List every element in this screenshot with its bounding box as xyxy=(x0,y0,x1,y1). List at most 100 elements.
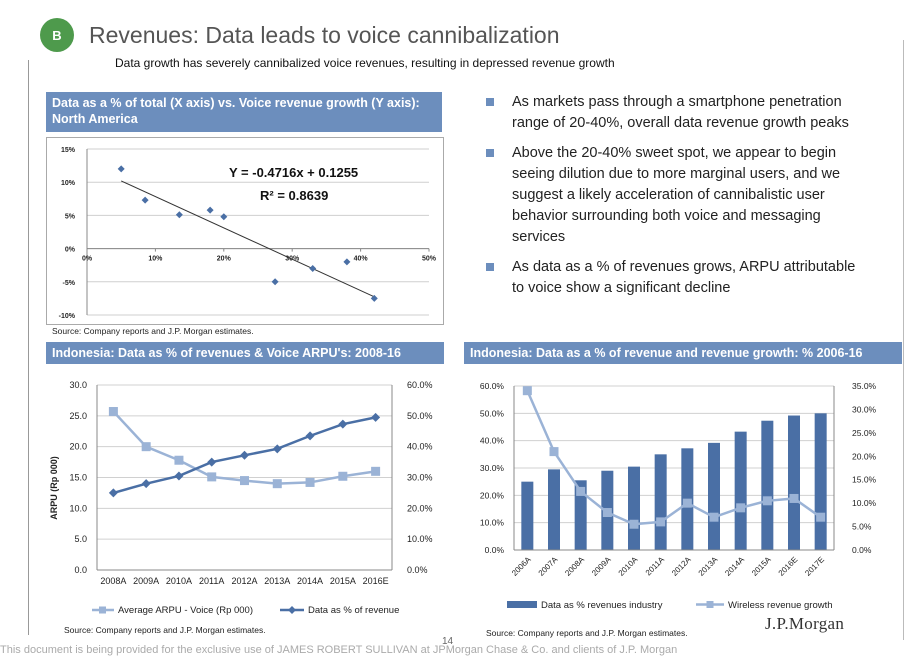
data-share-point xyxy=(272,444,282,454)
page-number: 14 xyxy=(442,636,454,647)
arpu-x-tick-label: 2012A xyxy=(231,576,257,586)
revenue-bar xyxy=(814,413,827,550)
arpu-x-tick-label: 2011A xyxy=(199,576,224,586)
revenue-y-tick-label: 0.0% xyxy=(485,545,505,555)
scatter-point xyxy=(220,213,228,221)
arpu-y-tick-label: 5.0 xyxy=(74,534,87,544)
revenue-x-tick-label: 2015A xyxy=(750,555,773,578)
revenue-bar xyxy=(654,454,667,550)
revenue-y2-tick-label: 5.0% xyxy=(852,522,872,532)
arpu-x-tick-label: 2009A xyxy=(133,576,159,586)
arpu-x-tick-label: 2008A xyxy=(100,576,126,586)
revenue-x-tick-label: 2017E xyxy=(803,555,826,578)
legend-swatch-bars xyxy=(507,601,537,608)
arpu-voice-point xyxy=(174,455,184,465)
arpu-x-tick-label: 2015A xyxy=(330,576,356,586)
scatter-y-tick-label: 10% xyxy=(61,180,76,187)
arpu-source: Source: Company reports and J.P. Morgan … xyxy=(64,625,266,635)
revenue-growth-point xyxy=(762,496,772,506)
scatter-point xyxy=(309,265,317,273)
jpmorgan-logo: J.P.Morgan xyxy=(765,614,845,633)
arpu-voice-point xyxy=(207,472,217,482)
arpu-y-axis-label: ARPU (Rp 000) xyxy=(49,456,59,520)
revenue-bar xyxy=(628,466,640,550)
revenue-bar xyxy=(548,469,560,550)
scatter-chart-title: Data as a % of total (X axis) vs. Voice … xyxy=(46,92,442,132)
revenue-growth-point xyxy=(736,503,746,513)
bullet-text: As markets pass through a smartphone pen… xyxy=(512,94,849,131)
scatter-x-tick-label: 0% xyxy=(82,256,93,263)
revenue-y-tick-label: 50.0% xyxy=(480,408,505,418)
revenue-y2-tick-label: 35.0% xyxy=(852,381,877,391)
bullet-item: As markets pass through a smartphone pen… xyxy=(486,92,856,134)
revenue-y2-tick-label: 15.0% xyxy=(852,475,877,485)
revenue-x-tick-label: 2014A xyxy=(723,555,746,578)
bullet-marker xyxy=(486,98,494,106)
revenue-source: Source: Company reports and J.P. Morgan … xyxy=(486,628,688,638)
revenue-x-tick-label: 2012A xyxy=(670,555,693,578)
data-share-point xyxy=(338,419,348,429)
legend-label-arpu: Average ARPU - Voice (Rp 000) xyxy=(118,605,253,616)
arpu-y-tick-label: 15.0 xyxy=(69,473,87,483)
data-share-point xyxy=(207,457,217,467)
revenue-growth-line xyxy=(526,390,822,526)
revenue-bar xyxy=(734,431,747,550)
arpu-y2-tick-label: 20.0% xyxy=(407,503,433,513)
revenue-y2-tick-label: 10.0% xyxy=(852,498,877,508)
revenue-x-tick-label: 2013A xyxy=(697,555,720,578)
revenue-chart: 60.0% 50.0% 40.0% 30.0% 20.0% 10.0% 0.0% 35.0% 3… xyxy=(480,381,877,611)
revenue-x-tick-label: 2006A xyxy=(510,555,533,578)
revenue-y2-tick-label: 25.0% xyxy=(852,428,877,438)
revenue-growth-point xyxy=(656,517,666,527)
scatter-y-tick-label: -5% xyxy=(63,280,76,287)
page-subtitle: Data growth has severely cannibalized vo… xyxy=(115,56,615,70)
legend-label-bars: Data as % revenues industry xyxy=(541,600,663,611)
scatter-point xyxy=(343,258,351,266)
revenue-growth-point xyxy=(682,498,692,508)
scatter-chart-frame: 15%10%5%0%-5%-10%0%10%20%30%40%50% Y = -… xyxy=(46,137,444,325)
arpu-y2-tick-label: 10.0% xyxy=(407,534,433,544)
revenue-bar xyxy=(521,481,534,550)
scatter-x-tick-label: 40% xyxy=(354,256,369,263)
arpu-y-tick-label: 25.0 xyxy=(69,411,87,421)
scatter-point xyxy=(117,165,125,173)
legend-marker-arpu xyxy=(99,606,106,614)
scatter-x-tick-label: 50% xyxy=(422,256,437,263)
revenue-growth-point xyxy=(549,447,559,457)
legend-marker-data xyxy=(288,606,296,614)
bullet-marker xyxy=(486,263,494,271)
footer-disclaimer: This document is being provided for the … xyxy=(0,644,678,656)
revenue-y2-tick-label: 20.0% xyxy=(852,451,877,461)
scatter-point xyxy=(141,196,149,204)
legend-label-data: Data as % of revenue xyxy=(308,605,399,616)
revenue-y-tick-label: 40.0% xyxy=(480,436,505,446)
revenue-growth-point xyxy=(576,486,586,496)
revenue-x-tick-label: 2009A xyxy=(590,555,613,578)
arpu-voice-point xyxy=(305,477,315,487)
arpu-y2-tick-label: 60.0% xyxy=(407,380,433,390)
right-divider xyxy=(903,40,904,640)
r-squared: R² = 0.8639 xyxy=(260,188,328,203)
arpu-x-tick-label: 2013A xyxy=(264,576,290,586)
arpu-y-tick-label: 20.0 xyxy=(69,442,87,452)
arpu-y2-tick-label: 50.0% xyxy=(407,411,433,421)
bullet-marker xyxy=(486,149,494,157)
revenue-bar xyxy=(708,442,720,550)
revenue-x-tick-label: 2007A xyxy=(537,555,560,578)
revenue-y-tick-label: 20.0% xyxy=(480,490,505,500)
scatter-source: Source: Company reports and J.P. Morgan … xyxy=(52,326,254,336)
bullet-item: Above the 20-40% sweet spot, we appear t… xyxy=(486,143,856,248)
arpu-chart-title: Indonesia: Data as % of revenues & Voice… xyxy=(46,342,444,364)
left-divider xyxy=(28,60,29,635)
revenue-growth-point xyxy=(816,512,826,522)
page-title: Revenues: Data leads to voice cannibaliz… xyxy=(89,22,560,48)
arpu-voice-point xyxy=(371,466,381,476)
revenue-growth-point xyxy=(522,386,532,396)
bullet-item: As data as a % of revenues grows, ARPU a… xyxy=(486,257,856,299)
data-share-point xyxy=(141,479,151,489)
arpu-x-tick-label: 2016E xyxy=(363,576,389,586)
legend-marker-line xyxy=(706,601,714,608)
arpu-y-tick-label: 0.0 xyxy=(74,565,87,575)
scatter-y-tick-label: 5% xyxy=(65,213,76,220)
revenue-bar xyxy=(574,480,587,550)
